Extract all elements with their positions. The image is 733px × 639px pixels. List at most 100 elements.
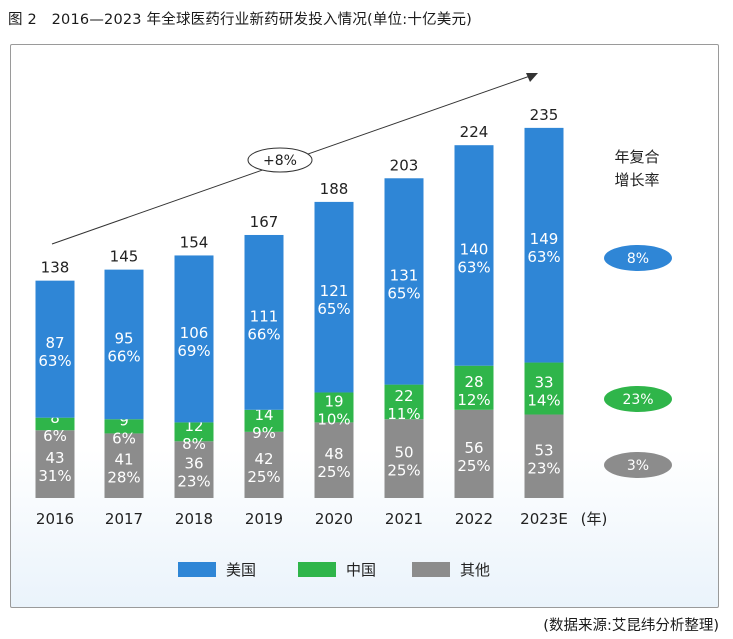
bar-美国-2016	[35, 280, 75, 418]
bar-其他-2022	[454, 409, 494, 498]
bar-value-label: 131	[390, 266, 419, 284]
bar-其他-2023E	[524, 414, 564, 498]
bar-value-label: 33	[534, 374, 553, 392]
bar-美国-2019	[244, 234, 284, 410]
bar-total-label: 235	[530, 106, 559, 124]
bar-percent-label: 66%	[107, 347, 140, 365]
bar-美国-2022	[454, 145, 494, 366]
bar-percent-label: 14%	[527, 392, 560, 410]
x-tick-label: 2020	[315, 510, 353, 528]
bar-percent-label: 23%	[177, 473, 210, 491]
legend-label: 其他	[460, 561, 490, 579]
bar-中国-2022	[454, 365, 494, 410]
bar-其他-2021	[384, 419, 424, 498]
bar-percent-label: 63%	[527, 248, 560, 266]
cagr-value: 23%	[622, 392, 653, 408]
bar-percent-label: 23%	[527, 459, 560, 477]
bar-value-label: 28	[464, 373, 483, 391]
cagr-title-line2: 增长率	[614, 171, 659, 189]
bar-中国-2016	[35, 417, 75, 431]
x-tick-label: 2018	[175, 510, 213, 528]
bar-percent-label: 65%	[387, 284, 420, 302]
bar-其他-2019	[244, 431, 284, 498]
bar-percent-label: 9%	[252, 424, 276, 442]
bar-其他-2017	[104, 433, 144, 498]
data-source-note: (数据来源:艾昆纬分析整理)	[543, 618, 719, 634]
x-tick-label: 2023E	[520, 510, 568, 528]
bar-value-label: 106	[180, 324, 209, 342]
bar-其他-2020	[314, 422, 354, 498]
bar-美国-2021	[384, 178, 424, 385]
bar-value-label: 87	[45, 334, 64, 352]
bar-total-label: 154	[180, 233, 209, 251]
bar-percent-label: 10%	[317, 410, 350, 428]
bar-total-label: 167	[250, 213, 279, 231]
bar-percent-label: 6%	[112, 429, 136, 447]
chart-title: 图 2 2016—2023 年全球医药行业新药研发投入情况(单位:十亿美元)	[8, 12, 473, 28]
x-tick-label: 2019	[245, 510, 283, 528]
bar-value-label: 22	[394, 387, 413, 405]
bar-total-label: 188	[320, 180, 349, 198]
cagr-badge-美国	[604, 245, 672, 271]
bar-value-label: 42	[254, 450, 273, 468]
bar-percent-label: 63%	[38, 352, 71, 370]
bar-value-label: 14	[254, 406, 273, 424]
bar-percent-label: 6%	[43, 427, 67, 445]
bar-value-label: 48	[324, 445, 343, 463]
bar-value-label: 19	[324, 392, 343, 410]
bar-value-label: 9	[119, 411, 129, 429]
bar-total-label: 138	[41, 259, 70, 277]
bar-美国-2017	[104, 269, 144, 420]
x-axis-unit: (年)	[581, 510, 608, 528]
cagr-value: 8%	[627, 251, 649, 267]
bar-total-label: 145	[110, 248, 139, 266]
cagr-title-line1: 年复合	[614, 148, 659, 166]
bar-value-label: 41	[114, 451, 133, 469]
bar-中国-2019	[244, 409, 284, 432]
x-tick-label: 2016	[36, 510, 74, 528]
bar-中国-2018	[174, 422, 214, 442]
bar-percent-label: 8%	[182, 435, 206, 453]
cagr-badge-其他	[604, 452, 672, 478]
bar-percent-label: 11%	[387, 405, 420, 423]
bar-中国-2020	[314, 392, 354, 423]
bar-value-label: 50	[394, 444, 413, 462]
bar-percent-label: 31%	[38, 467, 71, 485]
bar-美国-2023E	[524, 127, 564, 363]
bar-value-label: 36	[184, 455, 203, 473]
bar-percent-label: 28%	[107, 469, 140, 487]
bar-total-label: 203	[390, 156, 419, 174]
bar-value-label: 121	[320, 282, 349, 300]
bar-其他-2016	[35, 430, 75, 498]
x-tick-label: 2017	[105, 510, 143, 528]
cagr-badge-中国	[604, 386, 672, 412]
bar-美国-2018	[174, 255, 214, 423]
legend-label: 中国	[346, 561, 376, 579]
bar-value-label: 111	[250, 307, 279, 325]
bar-美国-2020	[314, 201, 354, 393]
legend-swatch-美国	[178, 562, 216, 577]
bar-percent-label: 25%	[317, 463, 350, 481]
legend-swatch-其他	[412, 562, 450, 577]
bar-value-label: 8	[50, 409, 60, 427]
bar-percent-label: 63%	[457, 258, 490, 276]
bar-percent-label: 69%	[177, 342, 210, 360]
bar-value-label: 53	[534, 441, 553, 459]
x-tick-label: 2021	[385, 510, 423, 528]
bar-percent-label: 65%	[317, 300, 350, 318]
bar-value-label: 56	[464, 439, 483, 457]
bar-percent-label: 66%	[247, 325, 280, 343]
bar-中国-2023E	[524, 362, 564, 415]
bar-value-label: 140	[460, 240, 489, 258]
trend-arrowhead-icon	[526, 73, 538, 82]
bar-total-label: 224	[460, 123, 489, 141]
legend-label: 美国	[226, 561, 256, 579]
bar-value-label: 43	[45, 449, 64, 467]
bar-percent-label: 25%	[247, 468, 280, 486]
trend-label: +8%	[263, 153, 297, 169]
legend-swatch-中国	[298, 562, 336, 577]
bar-value-label: 95	[114, 329, 133, 347]
bar-中国-2021	[384, 384, 424, 420]
bar-percent-label: 25%	[457, 457, 490, 475]
